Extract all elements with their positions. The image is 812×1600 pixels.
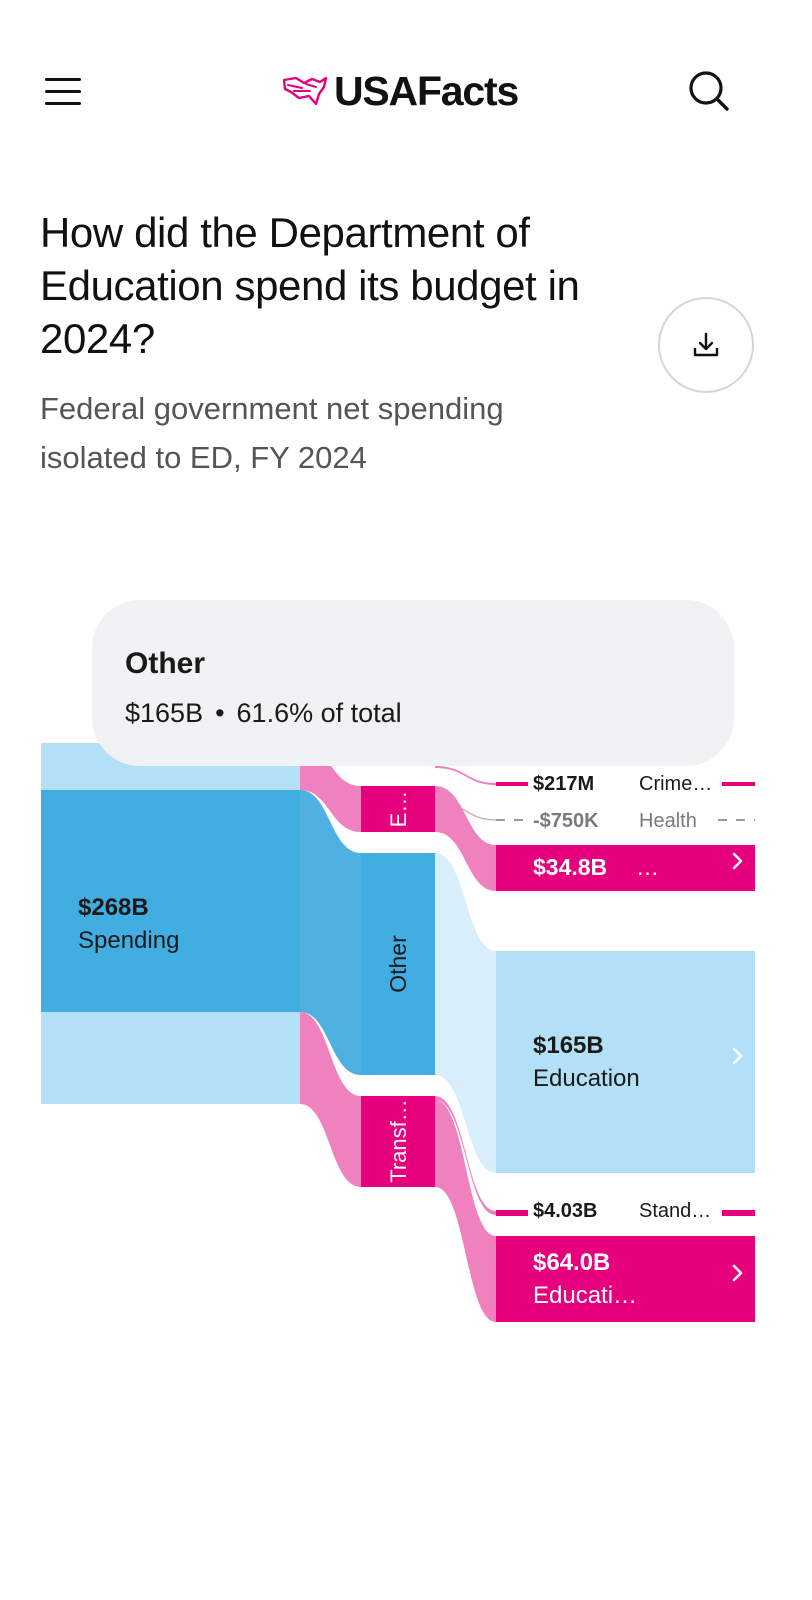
middle-label-transfers: Transf… (386, 1099, 411, 1183)
logo-text: USAFacts (334, 67, 519, 114)
search-icon (689, 71, 729, 111)
target-value-education-165: $165B (533, 1032, 604, 1059)
target-node-standards-tail[interactable] (722, 1210, 755, 1216)
flow-spending-to-transfers[interactable] (300, 1012, 361, 1187)
middle-node-transfers[interactable] (361, 1096, 435, 1187)
middle-node-education[interactable] (361, 786, 435, 832)
download-icon (693, 332, 719, 357)
target-value-standards: $4.03B (533, 1200, 598, 1222)
target-node-education-34[interactable] (496, 845, 755, 891)
target-name-education-34: … (636, 854, 659, 880)
usafacts-logo[interactable]: USAFacts (282, 66, 519, 116)
target-node-crime-tail[interactable] (722, 782, 755, 786)
source-name-label: Spending (78, 927, 179, 954)
us-map-icon (282, 76, 328, 106)
target-name-education-165: Education (533, 1065, 640, 1092)
target-node-education-165[interactable] (496, 951, 755, 1173)
target-node-crime[interactable] (496, 782, 528, 786)
menu-line (45, 101, 81, 105)
chevron-right-icon[interactable] (732, 1047, 743, 1065)
separator-dot: • (215, 698, 225, 728)
source-node-highlight[interactable] (41, 790, 300, 1012)
target-node-education-64[interactable] (496, 1236, 755, 1322)
middle-label-education: E… (386, 791, 411, 828)
tooltip-value: $165B (125, 698, 204, 728)
target-name-education-64: Educati… (533, 1282, 637, 1309)
menu-line (45, 89, 81, 93)
flow-to-standards[interactable] (435, 1096, 496, 1215)
flow-to-education-node-34[interactable] (435, 786, 496, 891)
flow-to-crime[interactable] (435, 766, 496, 785)
page-title: How did the Department of Education spen… (40, 209, 580, 362)
target-value-education-64: $64.0B (533, 1249, 610, 1276)
target-value-crime: $217M (533, 773, 594, 795)
flow-to-education-64[interactable] (435, 1100, 496, 1322)
chart-tooltip: Other $165B • 61.6% of total (92, 600, 734, 766)
search-button[interactable] (682, 64, 736, 118)
tooltip-share: 61.6% of total (236, 698, 402, 728)
middle-node-other[interactable] (361, 853, 435, 1075)
sankey-chart: $268B Spending E… Other Transf… $217M Cr… (41, 743, 755, 1322)
chevron-right-icon[interactable] (732, 852, 743, 870)
flow-spending-to-other[interactable] (300, 790, 361, 1075)
tooltip-detail: $165B • 61.6% of total (125, 696, 734, 730)
source-value-label: $268B (78, 894, 149, 921)
tooltip-title: Other (125, 647, 206, 680)
target-node-standards[interactable] (496, 1210, 528, 1216)
menu-line (45, 77, 81, 81)
target-value-education-34: $34.8B (533, 854, 607, 880)
hamburger-menu-button[interactable] (36, 64, 90, 118)
download-button[interactable] (658, 297, 754, 393)
target-name-standards: Stand… (639, 1200, 711, 1222)
site-header: USAFacts (0, 0, 812, 180)
flow-to-education-165[interactable] (435, 853, 496, 1173)
target-name-crime: Crime… (639, 773, 712, 795)
chevron-right-icon[interactable] (732, 1264, 743, 1282)
page-subtitle: Federal government net spending isolated… (40, 391, 504, 475)
target-name-health: Health (639, 810, 697, 832)
target-value-health: -$750K (533, 810, 599, 832)
middle-label-other: Other (385, 935, 411, 993)
